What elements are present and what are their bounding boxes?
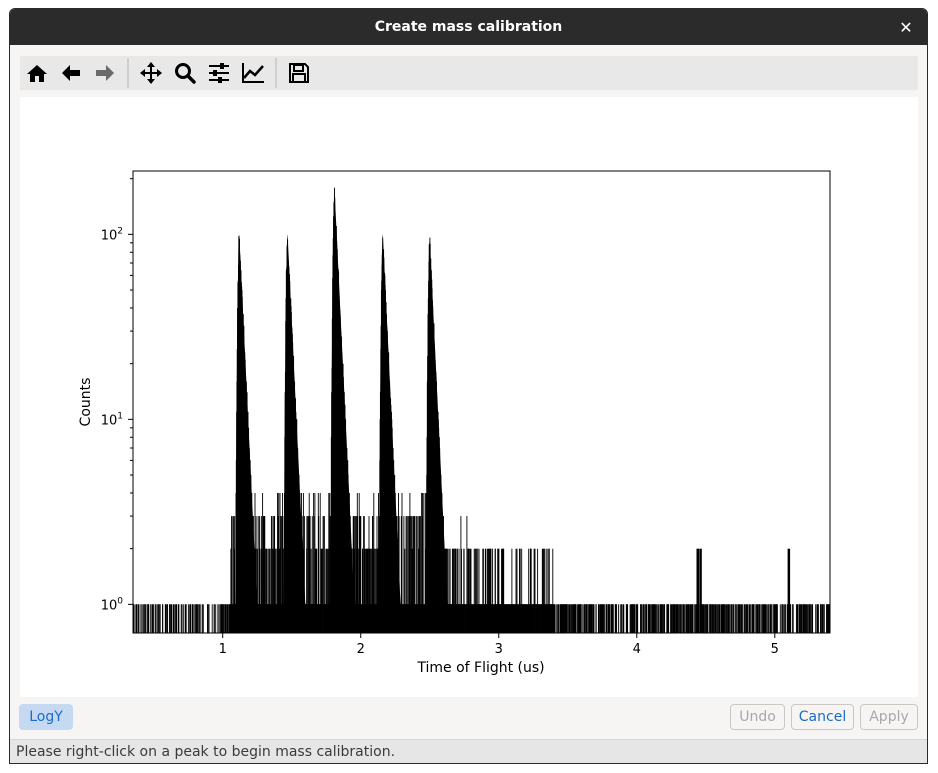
isolated-spike: [699, 548, 702, 633]
x-tick-label: 1: [219, 642, 227, 657]
y-tick-label: 100: [101, 596, 124, 613]
pan-icon: [140, 62, 162, 84]
close-button[interactable]: ✕: [895, 16, 917, 38]
plot-frame: [132, 170, 831, 634]
title-bar: Create mass calibration ✕: [10, 9, 927, 45]
x-tick-label: 2: [357, 642, 365, 657]
dialog-button-bar: LogY Undo Cancel Apply: [10, 703, 927, 735]
peak-fill: [233, 234, 270, 634]
peak-fill: [377, 234, 413, 634]
zoom-icon: [175, 63, 196, 84]
plot-toolbar: [20, 56, 918, 90]
zoom-button[interactable]: [168, 58, 202, 88]
edit-axis-icon: [242, 63, 264, 83]
status-message: Please right-click on a peak to begin ma…: [16, 743, 396, 760]
x-axis-label: Time of Flight (us): [416, 660, 544, 676]
plot-canvas[interactable]: 1 2 3 4 5 100 101 102 Time of Flight (us) Coun…: [20, 97, 918, 697]
forward-button[interactable]: [88, 58, 122, 88]
undo-button[interactable]: Undo: [730, 704, 785, 730]
close-icon: ✕: [899, 17, 913, 37]
configure-subplots-button[interactable]: [202, 58, 236, 88]
save-button[interactable]: [282, 58, 316, 88]
logy-toggle-button[interactable]: LogY: [19, 704, 73, 730]
tof-histogram-chart[interactable]: 1 2 3 4 5 100 101 102 Time of Flight (us) Coun…: [20, 97, 918, 697]
y-axis-label: Counts: [78, 378, 94, 427]
home-button[interactable]: [20, 58, 54, 88]
x-tick-label: 4: [633, 642, 641, 657]
pan-button[interactable]: [134, 58, 168, 88]
cancel-button[interactable]: Cancel: [791, 704, 854, 730]
toolbar-separator: [127, 58, 129, 88]
isolated-spike: [696, 548, 699, 633]
forward-arrow-icon: [96, 65, 114, 81]
back-button[interactable]: [54, 58, 88, 88]
peak-fill: [424, 238, 460, 633]
back-arrow-icon: [62, 65, 80, 81]
histogram-bars: [133, 187, 830, 634]
y-tick-label: 101: [101, 411, 123, 428]
peak-fill: [328, 189, 365, 633]
apply-button[interactable]: Apply: [860, 704, 918, 730]
configure-subplots-icon: [209, 63, 229, 83]
x-tick-label: 5: [771, 642, 779, 657]
toolbar-separator: [275, 58, 277, 88]
edit-axis-button[interactable]: [236, 58, 270, 88]
x-tick-label: 3: [495, 642, 503, 657]
y-tick-label: 102: [101, 226, 123, 243]
y-axis-ticks: 100 101 102: [101, 178, 133, 613]
x-axis-ticks: 1 2 3 4 5: [219, 633, 779, 657]
window-title: Create mass calibration: [374, 19, 563, 35]
isolated-spike: [787, 548, 791, 633]
status-bar: Please right-click on a peak to begin ma…: [10, 739, 927, 763]
save-icon: [289, 63, 309, 83]
home-icon: [27, 65, 47, 82]
peak-fill: [282, 234, 318, 634]
calibration-dialog: Create mass calibration ✕: [9, 8, 928, 764]
